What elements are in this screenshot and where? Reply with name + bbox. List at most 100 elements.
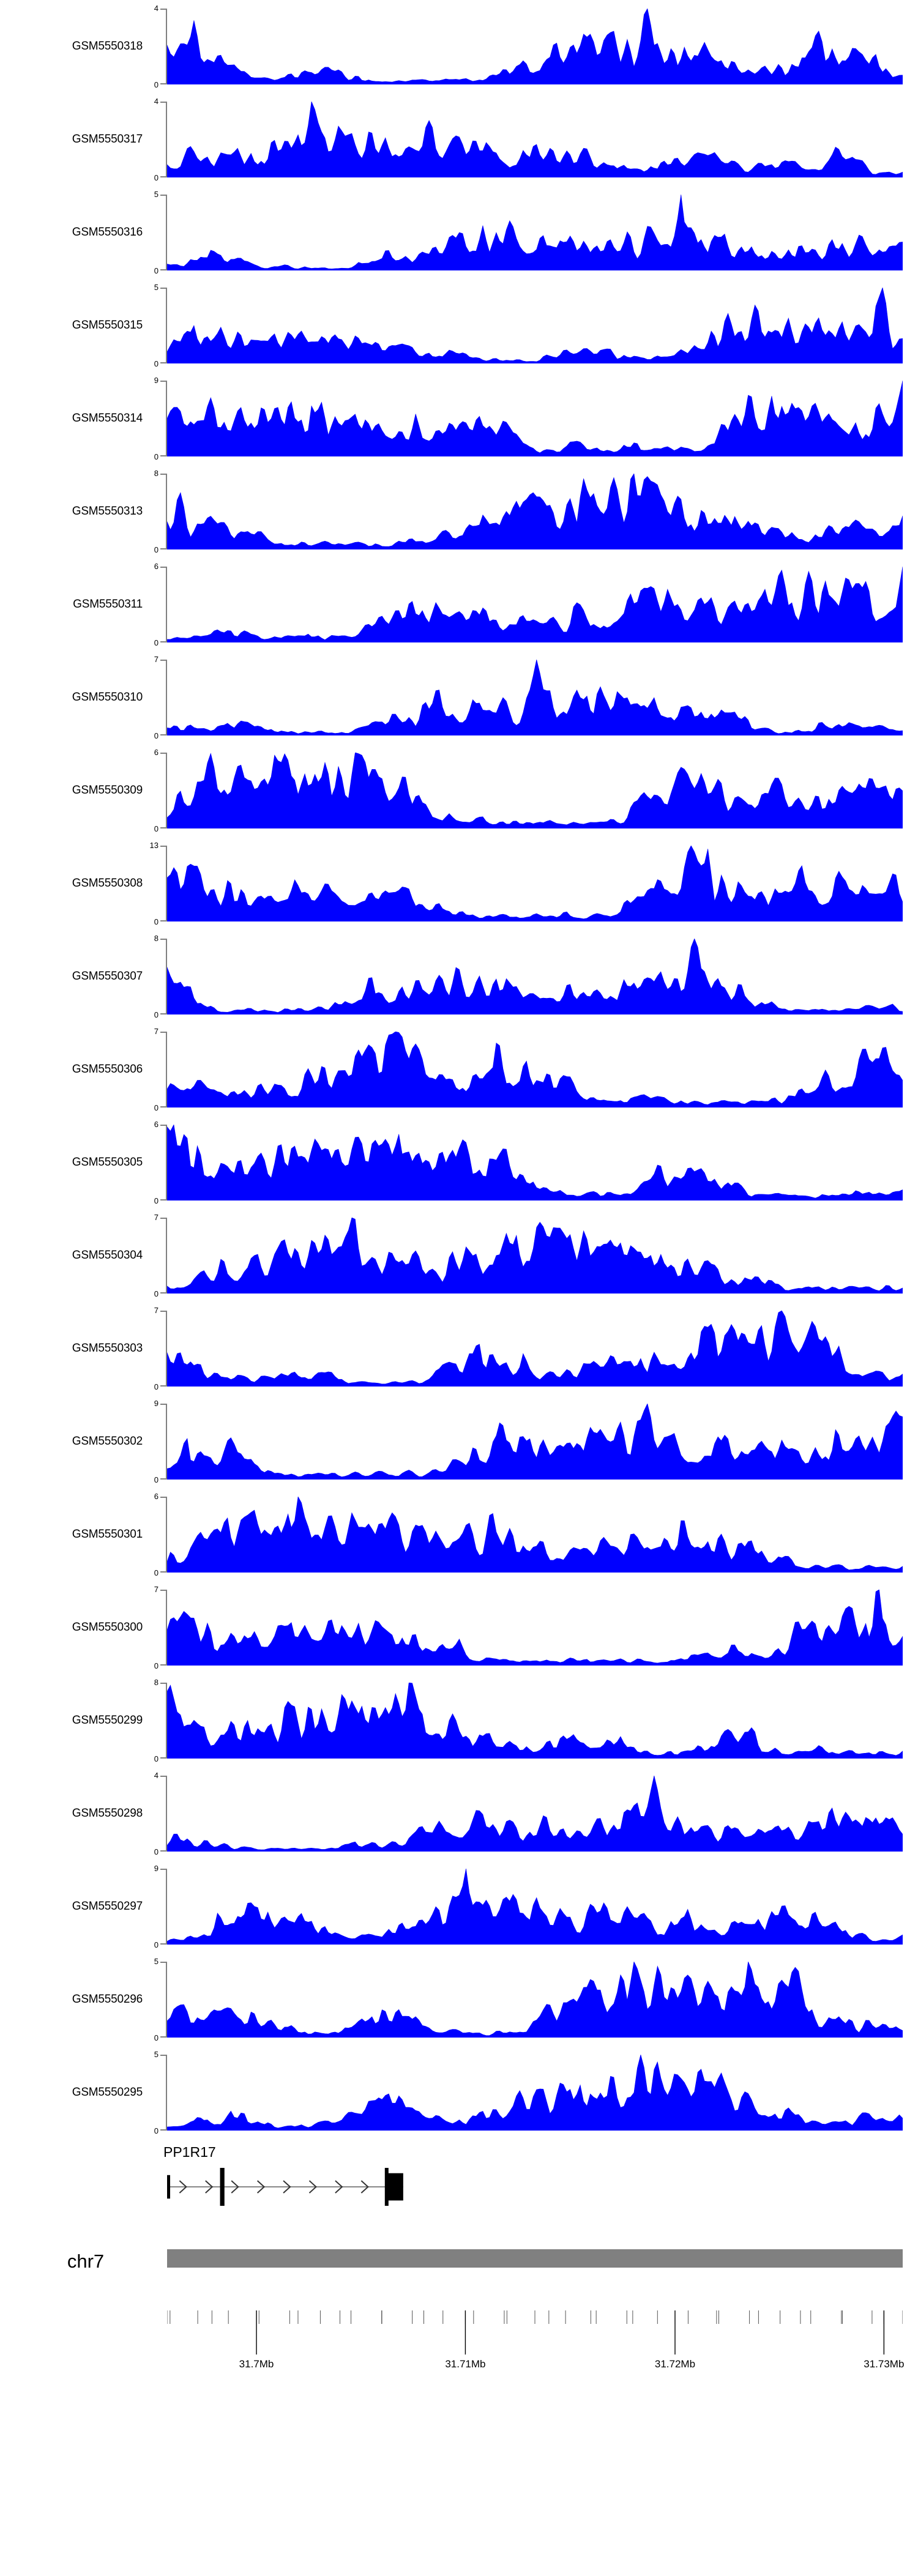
y-axis-tick-min (160, 1292, 166, 1294)
y-axis-tick-min (160, 1757, 166, 1759)
y-axis-min-label: 0 (154, 359, 159, 368)
coverage-track: GSM5550304 7 0 (0, 1209, 918, 1302)
coverage-track: GSM5550307 8 0 (0, 930, 918, 1023)
y-axis-tick-min (160, 827, 166, 828)
track-label: GSM5550307 (72, 970, 143, 983)
track-label: GSM5550304 (72, 1249, 143, 1262)
coverage-area-path (167, 195, 903, 270)
track-label: GSM5550305 (72, 1156, 143, 1169)
y-axis-max-label: 4 (154, 97, 159, 106)
axis-tick-label: 31.7Mb (239, 2358, 274, 2370)
coverage-plot-area (167, 1962, 903, 2038)
y-axis-tick-max (160, 381, 166, 382)
coverage-plot-area (167, 1311, 903, 1387)
y-axis-min-label: 0 (154, 824, 159, 833)
y-axis-tick-max (160, 2055, 166, 2056)
y-axis-max-label: 5 (154, 2050, 159, 2059)
y-axis-spine (166, 195, 167, 270)
axis-tick-label: 31.73Mb (864, 2358, 905, 2370)
coverage-area-path (167, 846, 903, 921)
coverage-track: GSM5550309 6 0 (0, 744, 918, 837)
y-axis-min-label: 0 (154, 545, 159, 554)
coverage-track: GSM5550316 5 0 (0, 186, 918, 279)
y-axis-min-label: 0 (154, 638, 159, 647)
coverage-area-path (167, 1590, 903, 1666)
track-label: GSM5550300 (72, 1621, 143, 1634)
coverage-area-chart (167, 474, 903, 549)
exon-bar (220, 2168, 225, 2206)
y-axis-max-label: 9 (154, 1399, 159, 1408)
y-axis-tick-max (160, 567, 166, 568)
y-axis-min-label: 0 (154, 80, 159, 89)
coverage-plot-area (167, 1869, 903, 1945)
coverage-area-path (167, 939, 903, 1014)
coverage-area-chart (167, 939, 903, 1014)
track-label: GSM5550314 (72, 412, 143, 425)
coverage-area-path (167, 102, 903, 177)
y-axis-max-label: 8 (154, 1678, 159, 1687)
coverage-plot-area (167, 1497, 903, 1573)
y-axis-tick-max (160, 939, 166, 940)
chromosome-ideogram-bar (167, 2249, 903, 2268)
y-axis-min-label: 0 (154, 1010, 159, 1019)
coverage-track: GSM5550306 7 0 (0, 1023, 918, 1116)
y-axis-spine (166, 102, 167, 177)
y-axis-tick-min (160, 1850, 166, 1852)
coverage-area-chart (167, 9, 903, 84)
y-axis-max-label: 7 (154, 1306, 159, 1315)
y-axis-min-label: 0 (154, 452, 159, 461)
y-axis-spine (166, 753, 167, 828)
y-axis-max-label: 5 (154, 1957, 159, 1966)
y-axis-tick-min (160, 1478, 166, 1480)
y-axis-max-label: 6 (154, 562, 159, 571)
y-axis-tick-max (160, 1776, 166, 1777)
y-axis-spine (166, 660, 167, 735)
y-axis-tick-min (160, 2129, 166, 2131)
genomic-axis-panel: 31.7Mb 31.71Mb 31.72Mb 31.73Mb (0, 2310, 918, 2384)
y-axis-spine (166, 1590, 167, 1666)
coverage-area-chart (167, 381, 903, 456)
coverage-plot-area (167, 1032, 903, 1107)
track-label: GSM5550318 (72, 40, 143, 53)
y-axis-tick-min (160, 734, 166, 735)
strand-arrow-icon (179, 2180, 187, 2194)
exon-bar (167, 2175, 170, 2199)
strand-arrow-icon (308, 2180, 317, 2194)
track-label: GSM5550306 (72, 1063, 143, 1076)
coverage-track: GSM5550301 6 0 (0, 1488, 918, 1581)
coverage-track: GSM5550308 13 0 (0, 837, 918, 930)
coverage-plot-area (167, 195, 903, 270)
y-axis-min-label: 0 (154, 1475, 159, 1484)
coverage-area-chart (167, 1776, 903, 1852)
y-axis-max-label: 6 (154, 1120, 159, 1129)
coverage-plot-area (167, 288, 903, 363)
coverage-area-chart (167, 1404, 903, 1480)
coverage-track: GSM5550303 7 0 (0, 1302, 918, 1395)
y-axis-max-label: 5 (154, 283, 159, 292)
y-axis-spine (166, 1497, 167, 1573)
y-axis-min-label: 0 (154, 1196, 159, 1205)
coverage-plot-area (167, 381, 903, 456)
coverage-area-path (167, 474, 903, 549)
y-axis-min-label: 0 (154, 1103, 159, 1112)
y-axis-max-label: 7 (154, 1213, 159, 1222)
y-axis-max-label: 4 (154, 4, 159, 13)
y-axis-min-label: 0 (154, 2033, 159, 2042)
y-axis-spine (166, 381, 167, 456)
y-axis-spine (166, 9, 167, 84)
y-axis-tick-max (160, 1962, 166, 1963)
coverage-track: GSM5550296 5 0 (0, 1953, 918, 2046)
y-axis-tick-max (160, 1311, 166, 1312)
